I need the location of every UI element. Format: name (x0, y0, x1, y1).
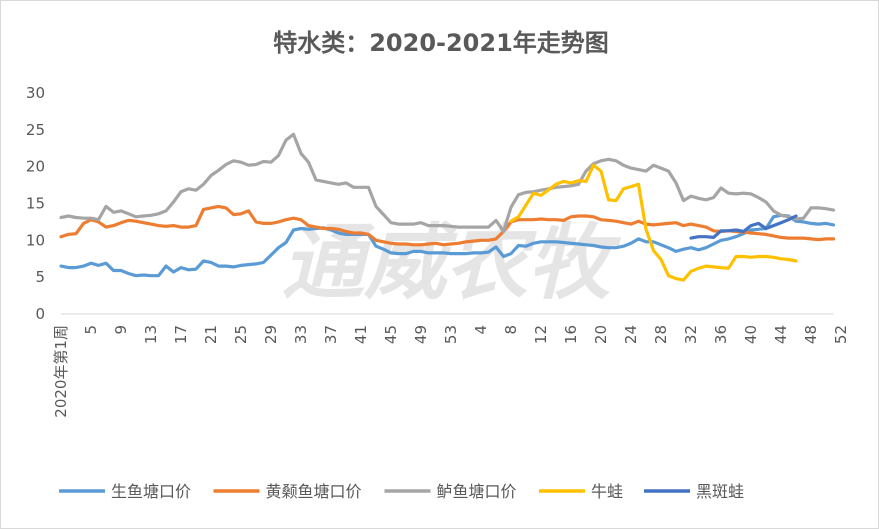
legend-label: 鲈鱼塘口价 (437, 482, 517, 501)
x-tick-label: 53 (442, 325, 460, 344)
plot-area (59, 132, 836, 282)
x-tick-label: 41 (352, 325, 370, 344)
series-line-3 (59, 132, 836, 234)
chart-title: 特水类：2020-2021年走势图 (273, 29, 609, 57)
x-tick-label: 25 (232, 325, 250, 344)
x-tick-label: 52 (832, 325, 850, 344)
legend: 生鱼塘口价 黄颡鱼塘口价 鲈鱼塘口价 牛蛙 黑斑蛙 (59, 482, 744, 501)
y-tick-label: 25 (26, 121, 45, 139)
x-tick-label: 24 (622, 325, 640, 344)
x-tick-label: 36 (712, 325, 730, 344)
x-tick-label: 45 (382, 325, 400, 344)
series-line-1 (59, 213, 836, 278)
x-tick-label: 5 (82, 325, 100, 335)
series-line-5 (689, 214, 798, 240)
legend-label: 黑斑蛙 (696, 482, 744, 501)
y-tick-label: 5 (35, 268, 45, 286)
x-tick-label: 16 (562, 325, 580, 344)
x-tick-label: 28 (652, 325, 670, 344)
x-tick-label: 21 (202, 325, 220, 344)
x-tick-label: 32 (682, 325, 700, 344)
x-tick-label: 29 (262, 325, 280, 344)
y-tick-label: 15 (26, 195, 45, 213)
x-tick-label: 40 (742, 325, 760, 344)
legend-label: 生鱼塘口价 (111, 482, 191, 501)
x-tick-label: 9 (112, 325, 130, 335)
y-tick-label: 30 (26, 84, 45, 102)
y-axis: 0 5 10 15 20 25 30 (26, 84, 45, 323)
series-line-2 (59, 204, 836, 247)
x-tick-label: 8 (502, 325, 520, 335)
x-tick-label: 4 (472, 325, 490, 335)
x-axis: 2020年第1周 5 9 13 17 21 25 29 33 37 41 45 49 53 4 8 12 16 20… (52, 313, 850, 418)
x-tick-label: 48 (802, 325, 820, 344)
x-tick-label: 13 (142, 325, 160, 344)
x-tick-label: 12 (532, 325, 550, 344)
y-tick-label: 0 (35, 305, 45, 323)
x-tick-label: 33 (292, 325, 310, 344)
x-tick-label: 20 (592, 325, 610, 344)
x-tick-label: 37 (322, 325, 340, 344)
legend-label: 牛蛙 (591, 482, 623, 501)
x-tick-label: 17 (172, 325, 190, 344)
x-tick-label: 44 (772, 325, 790, 344)
y-tick-label: 10 (26, 231, 45, 249)
series-line-4 (509, 163, 798, 282)
legend-label: 黄颡鱼塘口价 (266, 482, 362, 501)
x-tick-label: 49 (412, 325, 430, 344)
x-tick-label: 2020年第1周 (52, 325, 70, 418)
y-tick-label: 20 (26, 158, 45, 176)
